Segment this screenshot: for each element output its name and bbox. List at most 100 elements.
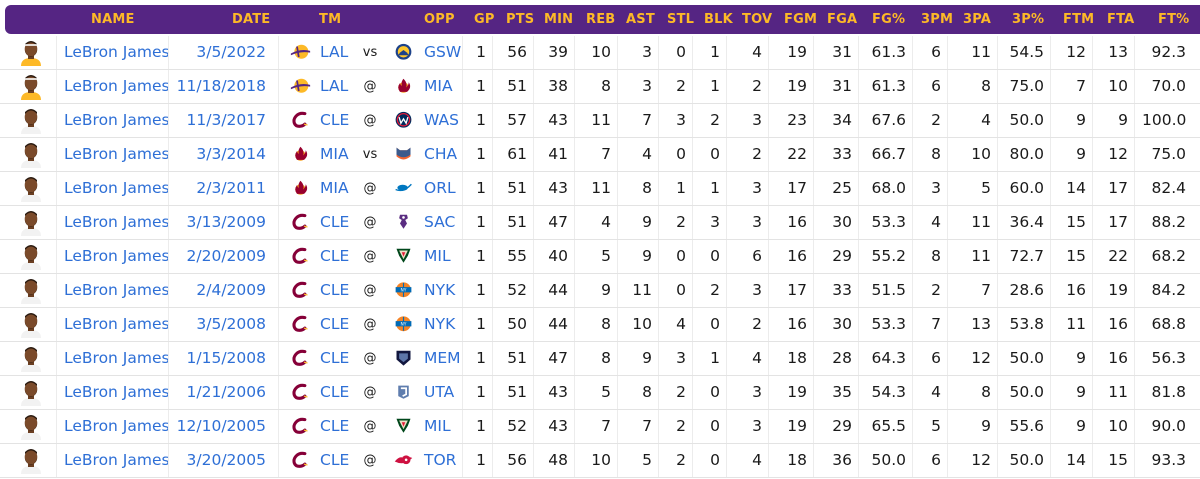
stat-ftm: 9: [1076, 145, 1086, 163]
team-link[interactable]: LAL: [320, 77, 349, 95]
col-header-tov[interactable]: TOV: [742, 12, 773, 27]
game-date-link[interactable]: 11/18/2018: [176, 77, 266, 95]
opponent-link[interactable]: MIA: [424, 77, 453, 95]
player-name-link[interactable]: LeBron James: [64, 315, 170, 333]
team-link[interactable]: CLE: [320, 315, 350, 333]
player-name-link[interactable]: LeBron James: [64, 77, 170, 95]
col-header-opp[interactable]: OPP: [424, 12, 455, 27]
team-link[interactable]: LAL: [320, 43, 349, 61]
cell-divider: [692, 36, 693, 69]
game-date-link[interactable]: 1/21/2006: [186, 383, 266, 401]
cell-divider: [768, 70, 769, 103]
team-link[interactable]: CLE: [320, 349, 350, 367]
team-link[interactable]: CLE: [320, 451, 350, 469]
player-name-link[interactable]: LeBron James: [64, 213, 170, 231]
player-name-link[interactable]: LeBron James: [64, 383, 170, 401]
stat-tpp: 80.0: [1009, 145, 1044, 163]
opponent-link[interactable]: NYK: [424, 281, 456, 299]
cell-divider: [658, 274, 659, 307]
game-date-link[interactable]: 3/3/2014: [196, 145, 266, 163]
team-link[interactable]: CLE: [320, 213, 350, 231]
cell-divider: [768, 104, 769, 137]
team-link[interactable]: CLE: [320, 247, 350, 265]
stat-ftm: 12: [1066, 43, 1086, 61]
player-name-link[interactable]: LeBron James: [64, 179, 170, 197]
opponent-link[interactable]: ORL: [424, 179, 456, 197]
opponent-link[interactable]: TOR: [424, 451, 457, 469]
team-link[interactable]: CLE: [320, 281, 350, 299]
opponent-link[interactable]: WAS: [424, 111, 459, 129]
game-date-link[interactable]: 2/4/2009: [196, 281, 266, 299]
opponent-link[interactable]: MEM: [424, 349, 461, 367]
cell-divider: [858, 410, 859, 443]
stat-blk: 1: [710, 349, 720, 367]
stat-gp: 1: [476, 247, 486, 265]
cell-divider: [168, 274, 169, 307]
cell-divider: [1050, 308, 1051, 341]
stat-tpa: 8: [981, 77, 991, 95]
cell-divider: [617, 410, 618, 443]
player-name-link[interactable]: LeBron James: [64, 281, 170, 299]
opponent-link[interactable]: GSW: [424, 43, 462, 61]
opponent-link[interactable]: SAC: [424, 213, 456, 231]
team-link[interactable]: CLE: [320, 417, 350, 435]
cell-divider: [574, 342, 575, 375]
team-link[interactable]: MIA: [320, 179, 349, 197]
cell-divider: [1134, 444, 1135, 477]
cell-divider: [858, 240, 859, 273]
player-name-link[interactable]: LeBron James: [64, 111, 170, 129]
col-header-3pm[interactable]: 3PM: [921, 12, 954, 27]
col-header-ast[interactable]: AST: [626, 12, 655, 27]
cell-divider: [278, 36, 279, 69]
opponent-link[interactable]: NYK: [424, 315, 456, 333]
team-link[interactable]: CLE: [320, 383, 350, 401]
col-header-pts[interactable]: PTS: [506, 12, 535, 27]
col-header-blk[interactable]: BLK: [704, 12, 733, 27]
player-name-link[interactable]: LeBron James: [64, 451, 170, 469]
col-header-name[interactable]: NAME: [91, 12, 135, 27]
col-header-date[interactable]: DATE: [232, 12, 271, 27]
cell-divider: [56, 70, 57, 103]
game-date-link[interactable]: 2/3/2011: [196, 179, 266, 197]
col-header-ftm[interactable]: FTM: [1063, 12, 1095, 27]
game-date-link[interactable]: 2/20/2009: [186, 247, 266, 265]
col-header-gp[interactable]: GP: [474, 12, 495, 27]
stat-reb: 8: [601, 315, 611, 333]
game-date-link[interactable]: 12/10/2005: [176, 417, 266, 435]
col-header-min[interactable]: MIN: [544, 12, 574, 27]
col-header-3pp[interactable]: 3P%: [1012, 12, 1045, 27]
cell-divider: [278, 172, 279, 205]
col-header-reb[interactable]: REB: [586, 12, 616, 27]
col-header-fgp[interactable]: FG%: [872, 12, 906, 27]
col-header-stl[interactable]: STL: [667, 12, 695, 27]
col-header-ftp[interactable]: FT%: [1158, 12, 1190, 27]
col-header-fga[interactable]: FGA: [827, 12, 858, 27]
team-link[interactable]: MIA: [320, 145, 349, 163]
player-name-link[interactable]: LeBron James: [64, 349, 170, 367]
player-name-link[interactable]: LeBron James: [64, 417, 170, 435]
opponent-link[interactable]: MIL: [424, 417, 451, 435]
opponent-link[interactable]: UTA: [424, 383, 455, 401]
cell-divider: [912, 172, 913, 205]
team-link[interactable]: CLE: [320, 111, 350, 129]
game-date-link[interactable]: 3/5/2008: [196, 315, 266, 333]
game-date-link[interactable]: 3/5/2022: [196, 43, 266, 61]
col-header-3pa[interactable]: 3PA: [963, 12, 992, 27]
cell-divider: [658, 36, 659, 69]
col-header-fgm[interactable]: FGM: [784, 12, 818, 27]
game-date-link[interactable]: 1/15/2008: [186, 349, 266, 367]
cell-divider: [768, 342, 769, 375]
opponent-link[interactable]: MIL: [424, 247, 451, 265]
opponent-link[interactable]: CHA: [424, 145, 458, 163]
player-name-link[interactable]: LeBron James: [64, 247, 170, 265]
col-header-fta[interactable]: FTA: [1107, 12, 1135, 27]
col-header-tm[interactable]: TM: [319, 12, 342, 27]
game-date-link[interactable]: 11/3/2017: [186, 111, 266, 129]
game-date-link[interactable]: 3/13/2009: [186, 213, 266, 231]
cell-divider: [726, 308, 727, 341]
player-name-link[interactable]: LeBron James: [64, 43, 170, 61]
stat-fta: 16: [1108, 315, 1128, 333]
player-name-link[interactable]: LeBron James: [64, 145, 170, 163]
game-date-link[interactable]: 3/20/2005: [186, 451, 266, 469]
cell-divider: [658, 70, 659, 103]
